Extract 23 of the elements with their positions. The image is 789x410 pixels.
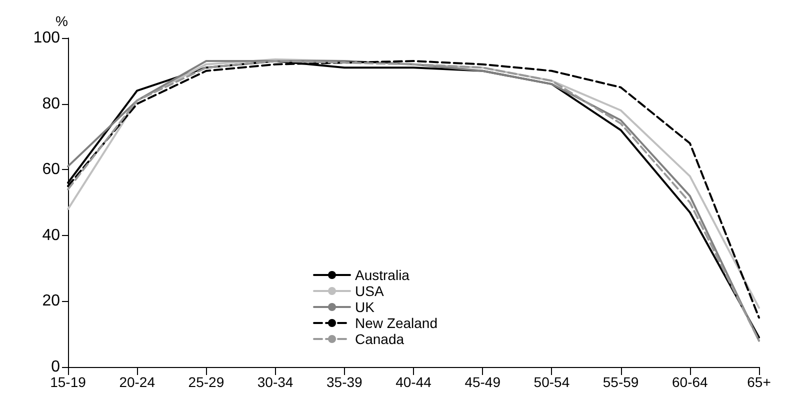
legend-label: UK: [355, 299, 376, 315]
y-tick-label: 0: [51, 358, 60, 376]
x-tick-label: 15-19: [50, 374, 86, 390]
y-tick-label: 60: [42, 161, 60, 178]
x-tick-label: 60-64: [672, 374, 708, 390]
legend-label: USA: [355, 283, 384, 299]
y-tick-label: 80: [42, 95, 60, 112]
x-tick-label: 20-24: [119, 374, 156, 390]
y-tick-label: 20: [42, 292, 60, 310]
x-tick-label: 65+: [747, 374, 771, 390]
x-tick-label: 35-39: [326, 374, 363, 390]
x-tick-label: 45-49: [464, 374, 501, 390]
legend-label: New Zealand: [355, 315, 438, 331]
y-axis-title: %: [56, 13, 68, 29]
y-tick-label: 100: [33, 30, 60, 46]
x-tick-label: 25-29: [188, 374, 224, 390]
x-tick-label: 55-59: [602, 374, 639, 390]
legend-label: Australia: [355, 267, 410, 283]
legend-label: Canada: [355, 331, 404, 347]
y-tick-label: 40: [42, 226, 60, 244]
x-tick-label: 40-44: [396, 374, 432, 390]
x-tick-label: 50-54: [534, 374, 570, 390]
x-tick-label: 30-34: [257, 374, 294, 390]
